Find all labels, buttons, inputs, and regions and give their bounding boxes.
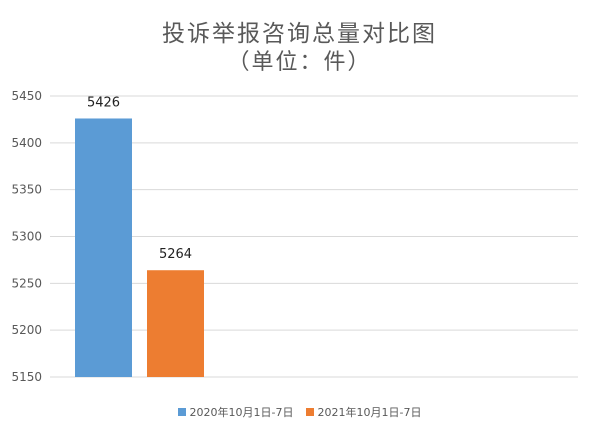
- chart-title: 投诉举报咨询总量对比图: [162, 21, 437, 47]
- bar-0: [75, 118, 132, 377]
- legend-label-2021: 2021年10月1日-7日: [317, 406, 422, 419]
- y-tick-label-5250: 5250: [11, 276, 42, 290]
- legend-swatch-2020: [177, 408, 186, 416]
- y-tick-label-5400: 5400: [11, 136, 42, 150]
- y-tick-label-5350: 5350: [11, 183, 42, 197]
- legend-label-2020: 2020年10月1日-7日: [189, 406, 294, 419]
- y-tick-label-5450: 5450: [11, 89, 42, 103]
- chart-subtitle: （单位：件）: [227, 50, 372, 75]
- data-label-1: 5264: [159, 247, 192, 262]
- y-tick-label-5200: 5200: [11, 323, 42, 337]
- legend-item-2020: 2020年10月1日-7日: [177, 404, 294, 420]
- data-label-0: 5426: [87, 95, 120, 110]
- chart-legend: 2020年10月1日-7日 2021年10月1日-7日: [0, 404, 599, 420]
- y-tick-label-5300: 5300: [11, 230, 42, 244]
- legend-item-2021: 2021年10月1日-7日: [305, 404, 422, 420]
- legend-swatch-2021: [305, 408, 314, 416]
- bar-1: [147, 270, 204, 377]
- y-tick-label-5150: 5150: [11, 370, 42, 384]
